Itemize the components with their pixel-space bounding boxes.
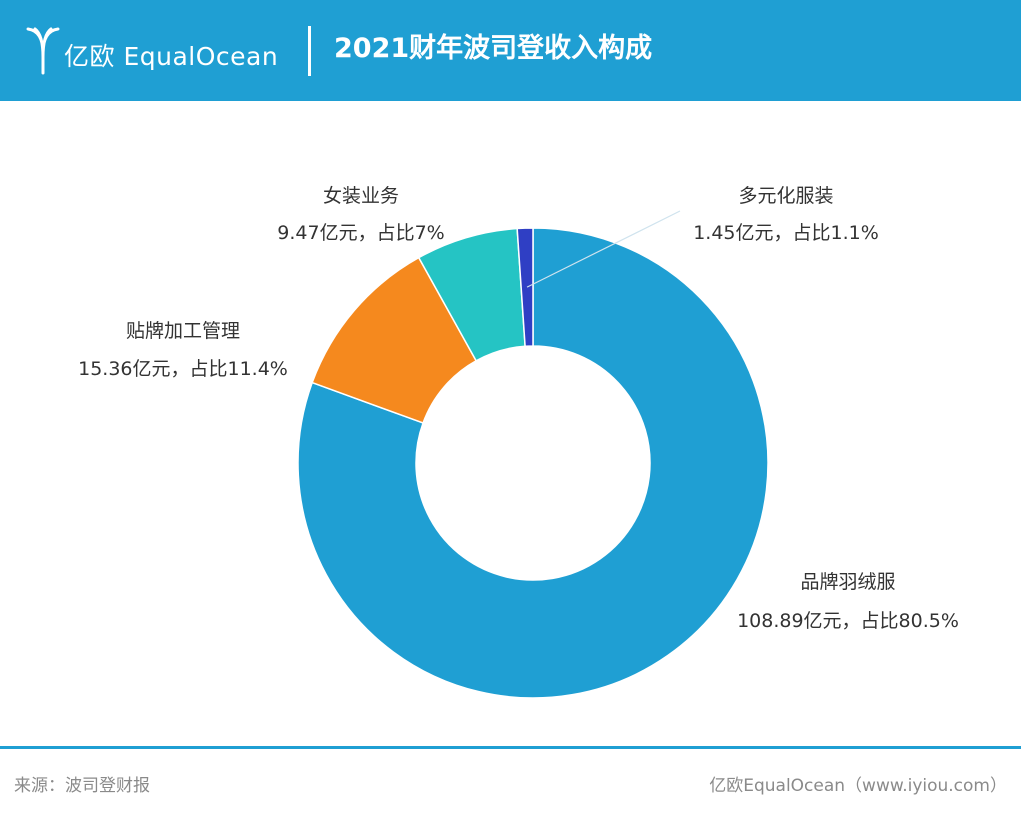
source-note: 来源：波司登财报 bbox=[14, 776, 150, 796]
slice-value-label: 9.47亿元，占比7% bbox=[277, 222, 444, 244]
chart-title: 2021财年波司登收入构成 bbox=[334, 33, 653, 64]
header-divider bbox=[308, 26, 311, 76]
brand-logo-text: 亿欧 EqualOcean bbox=[64, 42, 279, 71]
slice-category-label: 多元化服装 bbox=[738, 185, 833, 207]
donut-slice-0 bbox=[297, 227, 769, 699]
donut-chart: 品牌羽绒服 108.89亿元，占比80.5% 贴牌加工管理 15.36亿元，占比11.… bbox=[78, 185, 959, 699]
slice-value-label: 15.36亿元，占比11.4% bbox=[78, 358, 288, 380]
footer-divider bbox=[0, 746, 1021, 749]
header-bar: 亿欧 EqualOcean 2021财年波司登收入构成 bbox=[0, 0, 1021, 101]
donut-slice-3 bbox=[516, 227, 534, 348]
slice-value-label: 108.89亿元，占比80.5% bbox=[737, 610, 959, 632]
leader-line bbox=[526, 210, 681, 288]
slice-category-label: 女装业务 bbox=[323, 185, 399, 207]
slice-value-label: 1.45亿元，占比1.1% bbox=[693, 222, 879, 244]
slice-category-label: 贴牌加工管理 bbox=[126, 320, 240, 342]
footer-brand: 亿欧EqualOcean（www.iyiou.com） bbox=[709, 776, 1007, 796]
equalocean-logo-icon bbox=[26, 27, 60, 75]
slice-category-label: 品牌羽绒服 bbox=[800, 571, 895, 593]
